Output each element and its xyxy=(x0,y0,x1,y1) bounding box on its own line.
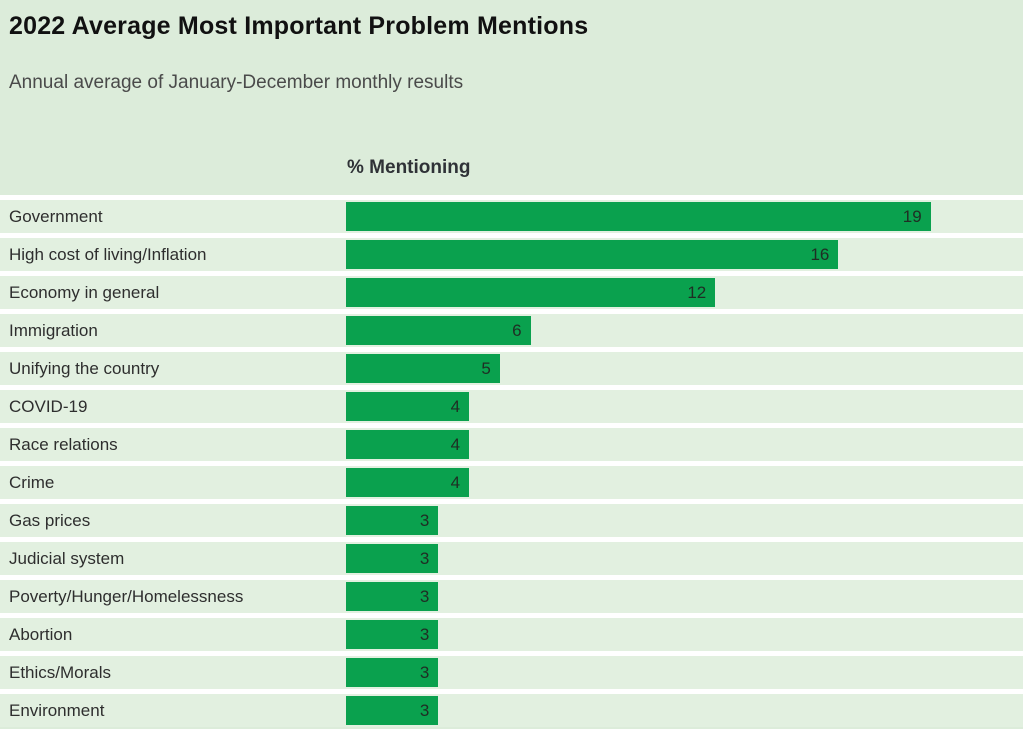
bar-cell: 3 xyxy=(346,506,1023,535)
chart-row: COVID-19 4 xyxy=(0,390,1023,423)
bar-value-label: 4 xyxy=(450,472,461,492)
category-label: Unifying the country xyxy=(9,358,160,378)
bar-value-label: 16 xyxy=(810,244,830,264)
bar-cell: 3 xyxy=(346,582,1023,611)
bar-value-label: 3 xyxy=(419,510,430,530)
category-label: Abortion xyxy=(9,624,73,644)
bar-cell: 4 xyxy=(346,430,1023,459)
chart-row: Judicial system 3 xyxy=(0,542,1023,575)
bar-value-label: 3 xyxy=(419,548,430,568)
page-title: 2022 Average Most Important Problem Ment… xyxy=(9,12,589,40)
bar: 16 xyxy=(346,240,839,269)
category-label: COVID-19 xyxy=(9,396,88,416)
bar-cell: 19 xyxy=(346,202,1023,231)
bar-value-label: 19 xyxy=(902,206,922,226)
chart-row: Gas prices 3 xyxy=(0,504,1023,537)
bar: 19 xyxy=(346,202,931,231)
category-label: Poverty/Hunger/Homelessness xyxy=(9,586,244,606)
category-label: Environment xyxy=(9,700,105,720)
bar-cell: 12 xyxy=(346,278,1023,307)
category-label: High cost of living/Inflation xyxy=(9,244,207,264)
category-label: Judicial system xyxy=(9,548,125,568)
category-label: Economy in general xyxy=(9,282,160,302)
chart-row: Immigration 6 xyxy=(0,314,1023,347)
bar-cell: 6 xyxy=(346,316,1023,345)
chart-row: Abortion 3 xyxy=(0,618,1023,651)
bar-cell: 3 xyxy=(346,658,1023,687)
bar-value-label: 3 xyxy=(419,700,430,720)
bar: 5 xyxy=(346,354,500,383)
chart-row: Crime 4 xyxy=(0,466,1023,499)
chart-row: Unifying the country 5 xyxy=(0,352,1023,385)
bar: 6 xyxy=(346,316,531,345)
bar-cell: 3 xyxy=(346,544,1023,573)
bar: 3 xyxy=(346,582,439,611)
bar-value-label: 6 xyxy=(512,320,522,340)
category-label: Race relations xyxy=(9,434,118,454)
bar: 3 xyxy=(346,658,439,687)
chart-row: Race relations 4 xyxy=(0,428,1023,461)
bar: 3 xyxy=(346,506,439,535)
column-header-percent-mentioning: % Mentioning xyxy=(347,157,471,178)
bar: 12 xyxy=(346,278,716,307)
bar-value-label: 3 xyxy=(419,624,430,644)
bar-cell: 16 xyxy=(346,240,1023,269)
category-label: Gas prices xyxy=(9,510,91,530)
bar-cell: 5 xyxy=(346,354,1023,383)
category-label: Ethics/Morals xyxy=(9,662,112,682)
page-subtitle: Annual average of January-December month… xyxy=(9,72,464,93)
chart-row: High cost of living/Inflation 16 xyxy=(0,238,1023,271)
chart-row: Economy in general 12 xyxy=(0,276,1023,309)
bar-value-label: 12 xyxy=(687,282,707,302)
bar-cell: 3 xyxy=(346,696,1023,725)
bar: 3 xyxy=(346,544,439,573)
category-label: Government xyxy=(9,206,103,226)
bar-chart: Government 19 High cost of living/Inflatio… xyxy=(0,195,1023,727)
bar-value-label: 3 xyxy=(419,662,430,682)
bar: 4 xyxy=(346,392,470,421)
bar-value-label: 4 xyxy=(450,434,461,454)
bar-value-label: 4 xyxy=(450,396,461,416)
bar: 4 xyxy=(346,430,470,459)
chart-row: Ethics/Morals 3 xyxy=(0,656,1023,689)
bar-cell: 4 xyxy=(346,468,1023,497)
bar: 4 xyxy=(346,468,470,497)
bar-value-label: 3 xyxy=(419,586,430,606)
category-label: Crime xyxy=(9,472,55,492)
bar-cell: 4 xyxy=(346,392,1023,421)
chart-row: Government 19 xyxy=(0,200,1023,233)
chart-row: Environment 3 xyxy=(0,694,1023,727)
category-label: Immigration xyxy=(9,320,98,340)
bar-cell: 3 xyxy=(346,620,1023,649)
bar: 3 xyxy=(346,696,439,725)
bar-value-label: 5 xyxy=(481,358,491,378)
bar: 3 xyxy=(346,620,439,649)
chart-row: Poverty/Hunger/Homelessness 3 xyxy=(0,580,1023,613)
